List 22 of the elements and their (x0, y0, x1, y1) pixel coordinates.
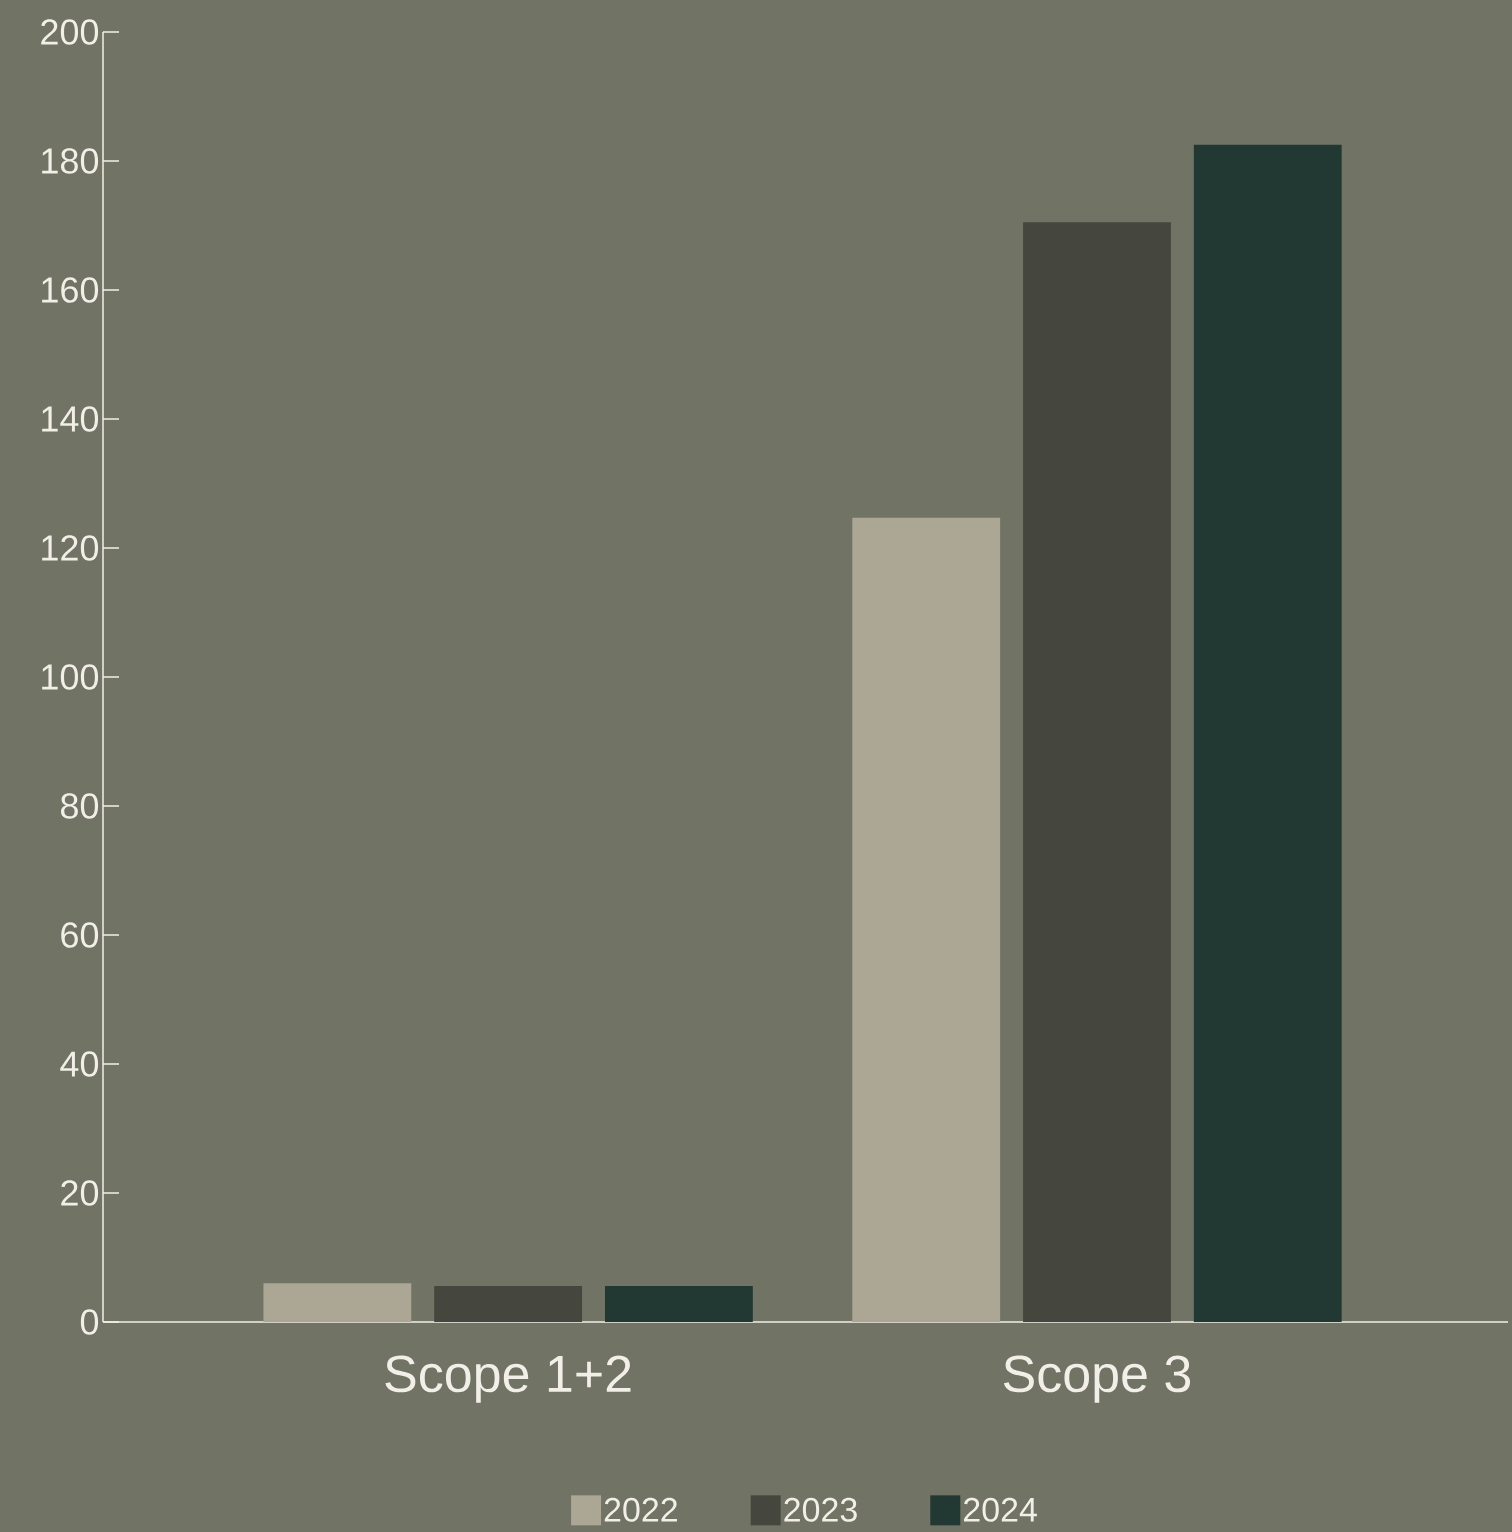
bar (1193, 144, 1342, 1322)
x-tick-label: Scope 3 (1003, 1355, 1191, 1403)
legend-label: 2024 (964, 1497, 1037, 1522)
y-tick-label: 100 (42, 664, 99, 690)
y-tick-label: 80 (61, 793, 99, 819)
y-tick-label: 140 (42, 406, 99, 432)
y-tick-label: 160 (42, 277, 99, 303)
y-tick-label: 40 (60, 1051, 99, 1077)
y-tick-label: 0 (80, 1309, 99, 1335)
y-tick-label: 60 (61, 922, 99, 948)
bar (434, 1285, 583, 1322)
y-tick-label: 180 (42, 148, 99, 174)
bar (1023, 222, 1171, 1322)
bar (604, 1285, 753, 1322)
bar (852, 517, 1001, 1322)
y-tick-label: 200 (41, 19, 99, 45)
y-tick-label: 20 (61, 1180, 99, 1206)
legend-label: 2023 (784, 1497, 857, 1522)
bar (263, 1283, 412, 1322)
legend-label: 2022 (604, 1497, 677, 1522)
y-tick-label: 120 (42, 535, 99, 561)
x-tick-label: Scope 1+2 (385, 1355, 631, 1403)
